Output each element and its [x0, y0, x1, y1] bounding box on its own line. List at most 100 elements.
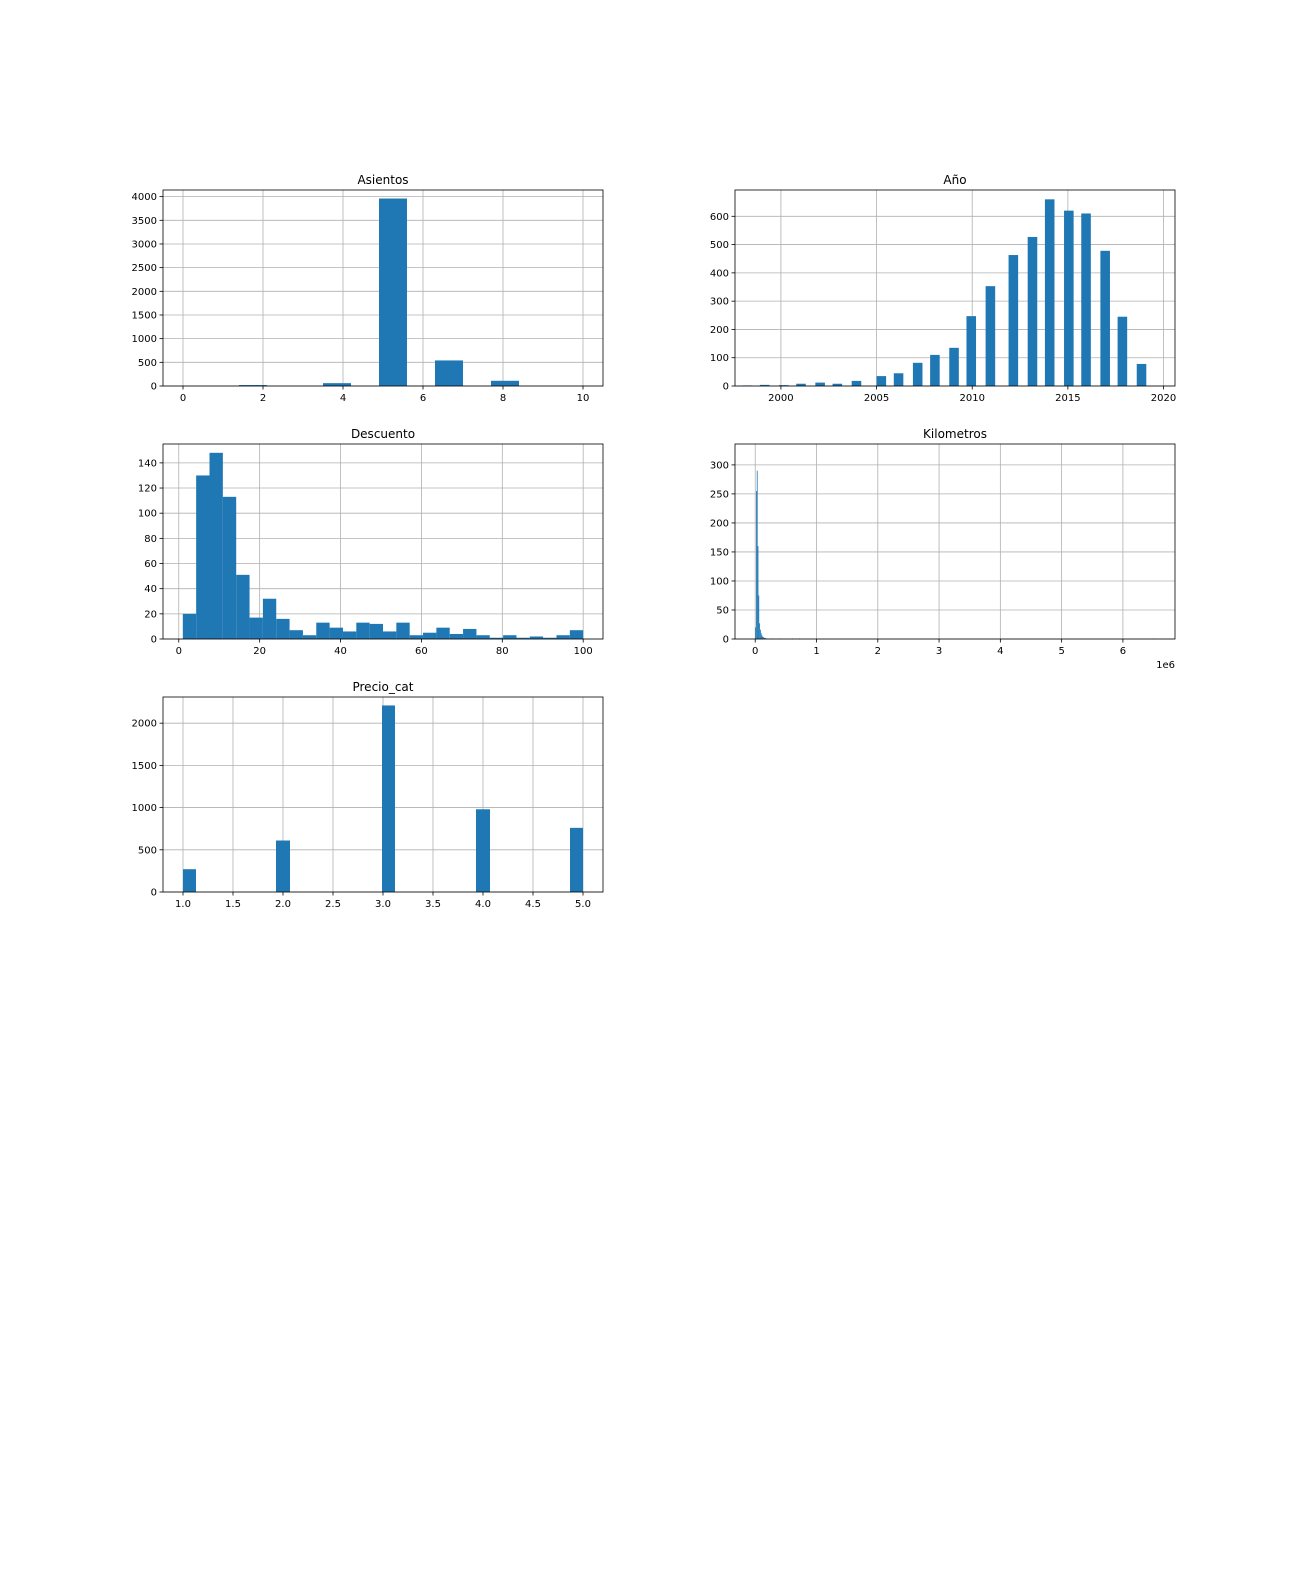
histogram-bar	[949, 347, 959, 386]
x-tick-label: 20	[253, 646, 266, 657]
histogram-bar	[529, 636, 544, 639]
histogram-bar	[832, 383, 843, 386]
y-tick-label: 80	[144, 534, 157, 545]
histogram-bar	[323, 383, 351, 386]
axes-frame	[734, 443, 1176, 640]
x-tick-label: 6	[1120, 646, 1126, 657]
y-tick-label: 100	[138, 509, 157, 520]
histogram-bar	[249, 617, 263, 639]
histogram-bar	[755, 627, 757, 639]
x-tick-label: 1.0	[175, 899, 191, 910]
histogram-bar	[966, 316, 977, 386]
x-tick-label: 3	[936, 646, 942, 657]
histogram-bar	[760, 629, 761, 639]
x-tick-label: 60	[415, 646, 428, 657]
y-tick-label: 1500	[132, 761, 157, 772]
histogram-bar	[1008, 255, 1019, 386]
y-tick-label: 3000	[132, 239, 157, 250]
histogram-bar	[764, 637, 766, 639]
y-tick-label: 0	[151, 635, 157, 646]
histogram-bar	[930, 354, 940, 386]
histogram-bar	[342, 631, 357, 639]
y-tick-label: 50	[716, 605, 729, 616]
histogram-bar	[1044, 199, 1055, 386]
x-tick-label: 1	[813, 646, 819, 657]
x-tick-label: 10	[577, 393, 590, 404]
subplot-asientos: 0 2 4 6 8 10 0 500 1000 1500 2000 2500 3000 3500 4000 A…	[132, 173, 604, 404]
histogram-bar	[209, 452, 223, 639]
histogram-bar	[762, 636, 764, 639]
y-tick-label: 0	[151, 888, 157, 899]
y-tick-label: 40	[144, 584, 157, 595]
x-tick-label: 2.0	[275, 899, 291, 910]
y-tick-label: 500	[138, 845, 157, 856]
histogram-bar	[985, 286, 996, 386]
y-tick-label: 0	[723, 382, 729, 393]
histogram-bar	[1136, 363, 1147, 386]
x-tick-label: 2	[260, 393, 266, 404]
histogram-bar	[423, 632, 437, 639]
histogram-bar	[1027, 236, 1038, 386]
x-tick-label: 4.0	[475, 899, 491, 910]
x-tick-label: 4.5	[525, 899, 541, 910]
histogram-bar	[239, 385, 267, 386]
histogram-bar	[893, 373, 904, 386]
histogram-bar	[476, 635, 490, 639]
histogram-bar	[760, 633, 762, 639]
x-tick-label: 2020	[1151, 393, 1176, 404]
x-tick-label: 5	[1058, 646, 1064, 657]
histogram-bar	[815, 382, 825, 386]
x-tick-label: 2010	[959, 393, 984, 404]
y-tick-label: 1500	[132, 310, 157, 321]
y-tick-label: 300	[710, 460, 729, 471]
y-tick-label: 200	[710, 325, 729, 336]
subplot-kilometros: 0 1 2 3 4 5 6 0 50 100 150 200 250 300 Kilometros 1e6	[710, 427, 1176, 671]
histogram-bar	[779, 385, 789, 386]
histogram-bar	[489, 637, 504, 639]
x-tick-label: 80	[496, 646, 509, 657]
x-offset-label: 1e6	[1156, 660, 1175, 671]
histogram-bar	[356, 622, 370, 639]
x-tick-label: 2	[875, 646, 881, 657]
histogram-bar	[276, 840, 290, 892]
y-tick-label: 4000	[132, 192, 157, 203]
y-tick-label: 2000	[132, 287, 157, 298]
histogram-bar	[757, 546, 759, 639]
histogram-bar	[569, 630, 584, 639]
histogram-bar	[876, 376, 887, 386]
histogram-bar	[383, 631, 397, 639]
histogram-bar	[1100, 250, 1110, 386]
x-tick-label: 5.0	[575, 899, 591, 910]
histogram-bar	[556, 635, 570, 639]
subplot-title: Año	[943, 173, 966, 187]
histogram-bar	[369, 623, 383, 639]
histogram-bar	[759, 384, 770, 386]
histogram-bar	[756, 470, 758, 639]
x-tick-label: 100	[574, 646, 593, 657]
subplot-title: Kilometros	[923, 427, 987, 441]
y-tick-label: 500	[138, 358, 157, 369]
histogram-bar	[382, 705, 395, 892]
y-tick-label: 2500	[132, 263, 157, 274]
histogram-bar	[763, 637, 765, 639]
histogram-bar	[912, 362, 923, 386]
x-tick-label: 2000	[768, 393, 793, 404]
histogram-bar	[491, 380, 519, 386]
histogram-bar	[516, 637, 530, 639]
histogram-bar	[436, 627, 450, 639]
y-tick-label: 20	[144, 609, 157, 620]
histogram-bar	[262, 598, 277, 639]
y-tick-label: 120	[138, 484, 157, 495]
histogram-bar	[222, 496, 237, 639]
histogram-bar	[796, 383, 806, 386]
histogram-bar	[851, 380, 862, 386]
histogram-bar	[289, 630, 303, 639]
subplot-ano: 2000 2005 2010 2015 2020 0 100 200 300 400 500 600 A…	[710, 173, 1176, 404]
histogram-bar	[1064, 210, 1074, 386]
y-tick-label: 500	[710, 240, 729, 251]
histogram-bar	[763, 637, 764, 639]
histogram-bar	[756, 491, 757, 639]
x-tick-label: 2015	[1055, 393, 1080, 404]
histogram-bar	[543, 637, 557, 639]
